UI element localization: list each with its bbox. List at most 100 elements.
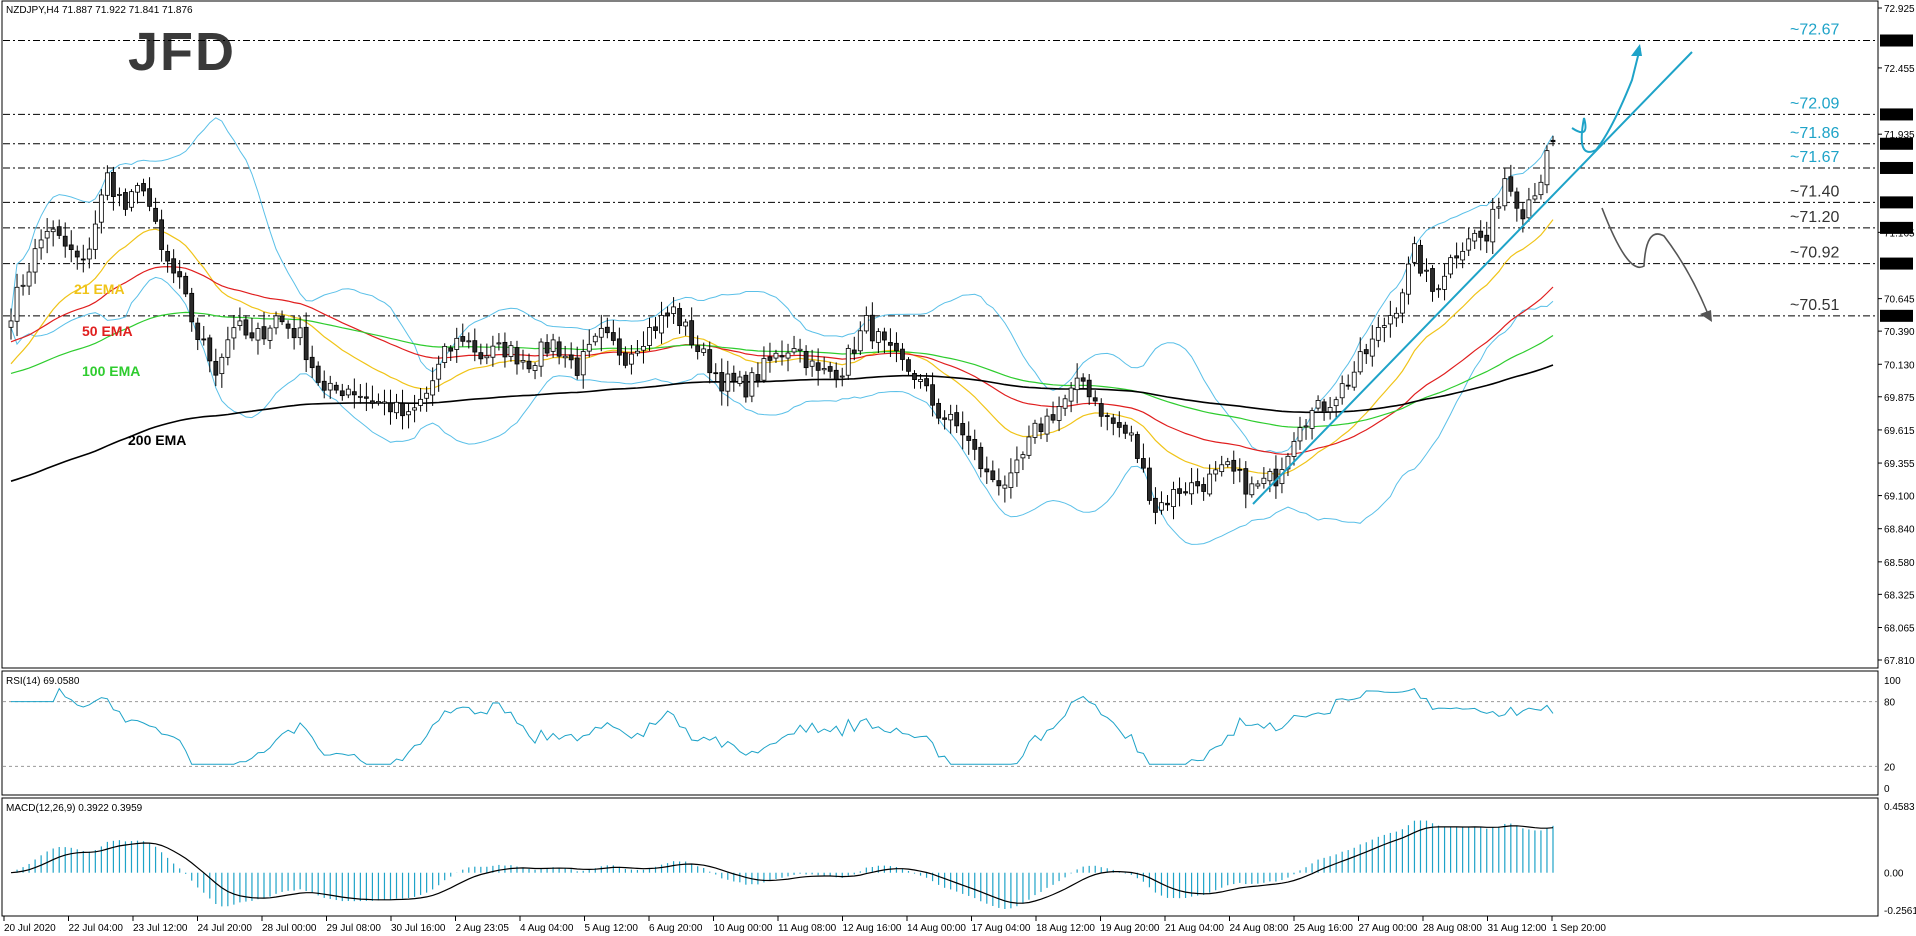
candle-body (111, 172, 115, 196)
candle-body (1358, 352, 1362, 372)
candle-body (1316, 400, 1320, 408)
candle-body (569, 355, 573, 360)
time-tick-label: 2 Aug 23:05 (456, 923, 510, 934)
time-tick-label: 6 Aug 20:00 (649, 923, 703, 934)
price-tick-label: 71.935 (1884, 130, 1915, 141)
candle-body (876, 332, 880, 343)
candle-body (1334, 400, 1338, 406)
candle-body (726, 374, 730, 391)
candle-body (708, 350, 712, 373)
candle-body (455, 338, 459, 349)
candle-body (515, 348, 519, 364)
price-tick-label: 69.100 (1884, 492, 1915, 503)
rsi-tick-label: 20 (1884, 762, 1896, 773)
candle-body (117, 194, 121, 195)
candle-body (533, 366, 537, 371)
candle-body (244, 320, 248, 335)
candle-body (1424, 270, 1428, 271)
candle-body (1220, 465, 1224, 472)
rsi-title: RSI(14) 69.0580 (6, 676, 80, 687)
price-tick-label: 72.925 (1884, 4, 1915, 15)
candle-body (419, 399, 423, 405)
candle-body (1033, 423, 1037, 437)
candle-body (1250, 484, 1254, 495)
candle-body (822, 369, 826, 370)
candle-body (1123, 425, 1127, 433)
candle-body (316, 366, 320, 382)
candle-body (720, 372, 724, 391)
candle-body (407, 412, 411, 415)
candle-body (503, 342, 507, 357)
candle-body (1328, 407, 1332, 411)
candle-body (1412, 244, 1416, 263)
rsi-tick-label: 0 (1884, 784, 1890, 795)
level-price-box-text: 71.670 (1882, 164, 1913, 175)
price-tick-label: 68.325 (1884, 590, 1915, 601)
candle-body (1370, 339, 1374, 356)
candle-body (654, 327, 658, 331)
candle-body (690, 321, 694, 345)
candle-body (1509, 177, 1513, 192)
candle-body (545, 343, 549, 354)
candle-body (786, 353, 790, 358)
candle-body (485, 356, 489, 358)
candle-body (1533, 196, 1537, 199)
candle-body (202, 339, 206, 340)
candle-body (1244, 469, 1248, 495)
candle-body (214, 361, 218, 375)
candle-body (208, 338, 212, 361)
candle-body (21, 285, 25, 286)
candle-body (1431, 268, 1435, 291)
candle-body (425, 393, 429, 398)
candle-body (768, 357, 772, 361)
candle-body (148, 189, 152, 207)
candle-body (816, 363, 820, 371)
candle-body (491, 346, 495, 357)
candle-body (178, 272, 182, 277)
time-tick-label: 29 Jul 08:00 (327, 923, 382, 934)
candle-body (1099, 404, 1103, 417)
candle-body (93, 224, 97, 249)
time-tick-label: 19 Aug 20:00 (1101, 923, 1160, 934)
candle-body (1400, 293, 1404, 313)
candle-body (623, 353, 627, 365)
candle-body (943, 418, 947, 420)
candle-body (906, 360, 910, 372)
candle-body (1075, 378, 1079, 390)
candle-body (756, 375, 760, 381)
level-price-box-text: 72.090 (1882, 110, 1913, 121)
candle-body (1159, 503, 1163, 510)
time-tick-label: 22 Jul 04:00 (69, 923, 124, 934)
candle-body (973, 439, 977, 449)
candle-body (1449, 258, 1453, 274)
candle-body (635, 351, 639, 353)
candle-body (1352, 372, 1356, 387)
candle-body (732, 373, 736, 381)
candle-body (575, 358, 579, 376)
time-tick-label: 12 Aug 16:00 (843, 923, 902, 934)
candle-body (1190, 483, 1194, 494)
candle-body (33, 249, 37, 272)
time-tick-label: 17 Aug 04:00 (972, 923, 1031, 934)
candle-body (437, 364, 441, 379)
candle-body (286, 324, 290, 328)
candle-body (1051, 415, 1055, 421)
candle-body (834, 370, 838, 379)
candle-body (810, 361, 814, 366)
price-tick-label: 72.455 (1884, 64, 1915, 75)
candle-body (388, 403, 392, 412)
candle-body (762, 359, 766, 381)
candle-body (1093, 398, 1097, 401)
candle-body (1382, 326, 1386, 328)
candle-body (166, 251, 170, 261)
candle-body (479, 353, 483, 359)
candle-body (45, 231, 49, 238)
level-price-box-text: 71.860 (1882, 140, 1913, 151)
candle-body (557, 342, 561, 356)
candle-body (1184, 492, 1188, 493)
candle-body (1467, 239, 1471, 250)
candle-body (1304, 426, 1308, 427)
candle-body (1515, 192, 1519, 208)
candle-body (527, 361, 531, 369)
